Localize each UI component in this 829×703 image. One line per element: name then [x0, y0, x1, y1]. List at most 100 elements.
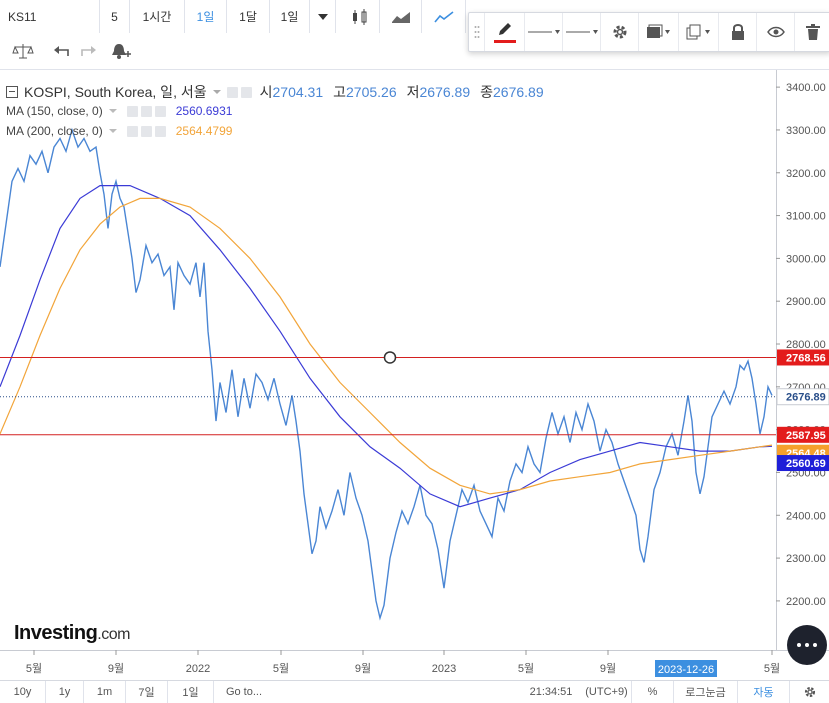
layers-icon: [646, 24, 670, 38]
interval-1m[interactable]: 1달: [227, 0, 270, 33]
color-swatch: [493, 40, 516, 43]
gear-icon: [804, 686, 815, 698]
close-label: 종: [480, 84, 493, 100]
interval-number[interactable]: 5: [100, 0, 130, 33]
redo-button[interactable]: [74, 37, 104, 65]
y-tick-label: 2400.00: [786, 510, 826, 522]
hline-bottom-tag-bg: [777, 426, 829, 443]
auto-toggle[interactable]: 자동: [738, 681, 790, 703]
range-7d[interactable]: 7일: [126, 681, 168, 703]
gear-icon[interactable]: [240, 86, 252, 98]
clock-time: 21:34:51: [529, 686, 573, 698]
range-1y[interactable]: 1y: [46, 681, 84, 703]
eye-icon[interactable]: [126, 105, 138, 117]
price-chart[interactable]: 2200.002300.002400.002500.002600.002700.…: [0, 70, 829, 680]
x-tick-label: 5월: [518, 662, 534, 675]
ma200-label: MA (200, close, 0): [6, 124, 103, 138]
hline-bottom-tag-label: 2587.95: [786, 430, 826, 442]
series-layer: [0, 127, 773, 621]
visibility-range-button[interactable]: [639, 13, 679, 51]
symbol-input[interactable]: KS11: [0, 0, 100, 33]
line-style-icon: [565, 30, 598, 34]
ma200-legend: MA (200, close, 0) 2564.4799: [6, 124, 232, 138]
more-button[interactable]: [787, 625, 827, 665]
goto-button[interactable]: Go to...: [225, 686, 263, 698]
last-price-tag: 2676.89: [776, 388, 829, 406]
area-chart-button[interactable]: [380, 0, 422, 33]
drawing-toolbar: [468, 12, 829, 52]
interval-1d[interactable]: 1일: [185, 0, 227, 33]
close-value: 2676.89: [493, 84, 544, 100]
bell-plus-icon: [112, 44, 131, 59]
x-tick-label: 2023: [432, 663, 456, 675]
interval-1h[interactable]: 1시간: [130, 0, 185, 33]
drag-handle[interactable]: [469, 13, 485, 51]
ma150-legend: MA (150, close, 0) 2560.6931: [6, 104, 232, 118]
log-toggle[interactable]: 로그눈금: [674, 681, 738, 703]
lock-button[interactable]: [719, 13, 757, 51]
chevron-down-icon[interactable]: [107, 127, 119, 135]
line-icon: [433, 10, 453, 23]
y-tick-label: 3400.00: [786, 82, 826, 94]
horizontal-lines[interactable]: [0, 351, 776, 436]
line-anchor-handle[interactable]: [383, 351, 397, 364]
eye-icon: [766, 26, 785, 38]
x-tick-label: 9월: [355, 662, 371, 675]
range-10y[interactable]: 10y: [0, 681, 46, 703]
candle-chart-button[interactable]: [340, 0, 380, 33]
open-value: 2704.31: [272, 84, 324, 100]
chart-settings-button[interactable]: [790, 681, 829, 703]
low-label: 저: [406, 84, 420, 100]
ma150-line: [0, 185, 773, 508]
close-icon[interactable]: [154, 125, 166, 137]
trash-icon: [805, 24, 820, 40]
gear-icon[interactable]: [140, 125, 152, 137]
interval-custom[interactable]: 1일: [270, 0, 310, 33]
compare-button[interactable]: [8, 37, 38, 65]
x-tick-label: 5월: [273, 662, 289, 675]
copy-icon: [686, 24, 710, 40]
legend-title: KOSPI, South Korea, 일, 서울: [24, 84, 207, 100]
clone-button[interactable]: [679, 13, 719, 51]
y-tick-label: 3000.00: [786, 253, 826, 265]
y-tick-label: 2900.00: [786, 296, 826, 308]
y-axis-background: [776, 70, 829, 680]
undo-button[interactable]: [46, 37, 76, 65]
hline-top-tag-label: 2768.56: [786, 352, 826, 364]
line-style-button[interactable]: [563, 13, 601, 51]
chevron-down-icon[interactable]: [107, 107, 119, 115]
high-label: 고: [333, 84, 346, 100]
collapse-icon[interactable]: [6, 86, 18, 98]
line-color-button[interactable]: [485, 13, 525, 51]
delete-button[interactable]: [795, 13, 829, 51]
line-width-button[interactable]: [525, 13, 563, 51]
interval-dropdown[interactable]: [310, 0, 336, 33]
timezone-button[interactable]: (UTC+9): [582, 681, 632, 703]
ma200-value: 2564.4799: [175, 124, 233, 138]
x-axis[interactable]: 5월 9월 2022 5월 9월 2023 5월 9월 5월 2023-12-26: [0, 650, 829, 677]
alert-button[interactable]: [106, 37, 136, 65]
chevron-down-icon[interactable]: [211, 88, 223, 96]
eye-icon[interactable]: [226, 86, 238, 98]
percent-toggle[interactable]: %: [632, 681, 674, 703]
redo-icon: [81, 46, 96, 56]
high-value: 2705.26: [346, 84, 397, 100]
chevron-down-icon: [317, 13, 328, 20]
line-width-icon: [527, 30, 560, 34]
crosshair-date-label: 2023-12-26: [658, 664, 714, 676]
close-icon[interactable]: [154, 105, 166, 117]
settings-button[interactable]: [601, 13, 639, 51]
eye-icon[interactable]: [126, 125, 138, 137]
investing-logo: Investing.com: [14, 622, 130, 645]
range-1d[interactable]: 1일: [168, 681, 214, 703]
lock-icon: [731, 24, 744, 40]
bottom-bar: 10y 1y 1m 7일 1일 Go to... 21:34:51 (UTC+9…: [0, 680, 829, 703]
line-chart-button[interactable]: [422, 0, 466, 33]
x-tick-label: 9월: [600, 662, 616, 675]
y-axis[interactable]: 2200.002300.002400.002500.002600.002700.…: [776, 70, 829, 680]
gear-icon[interactable]: [140, 105, 152, 117]
main-legend: KOSPI, South Korea, 일, 서울 시 2704.31 고 27…: [6, 82, 544, 102]
range-1m[interactable]: 1m: [84, 681, 126, 703]
hide-button[interactable]: [757, 13, 795, 51]
